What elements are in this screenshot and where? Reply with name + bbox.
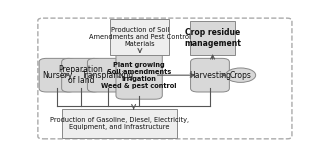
Text: Transplanting: Transplanting (82, 71, 134, 80)
FancyBboxPatch shape (116, 51, 162, 99)
Text: Plant growing
Soil amendments
Irrigation
Weed & pest control: Plant growing Soil amendments Irrigation… (101, 62, 177, 89)
Text: Crop residue
management: Crop residue management (184, 28, 241, 48)
FancyBboxPatch shape (38, 18, 292, 139)
Circle shape (225, 68, 256, 82)
FancyBboxPatch shape (191, 58, 229, 92)
FancyBboxPatch shape (62, 58, 100, 92)
FancyBboxPatch shape (62, 109, 177, 138)
Text: Preparation
of land: Preparation of land (59, 66, 103, 85)
Text: Harvesting: Harvesting (189, 71, 231, 80)
FancyBboxPatch shape (190, 21, 235, 55)
FancyBboxPatch shape (88, 58, 129, 92)
Text: Production of Soil
Amendments and Pest Control
Materials: Production of Soil Amendments and Pest C… (89, 27, 191, 47)
Text: Nursery: Nursery (42, 71, 72, 80)
Text: Crops: Crops (230, 71, 252, 80)
Text: Production of Gasoline, Diesel, Electricity,
Equipment, and Infrastructure: Production of Gasoline, Diesel, Electric… (50, 117, 189, 130)
FancyBboxPatch shape (39, 58, 76, 92)
FancyBboxPatch shape (110, 19, 169, 55)
